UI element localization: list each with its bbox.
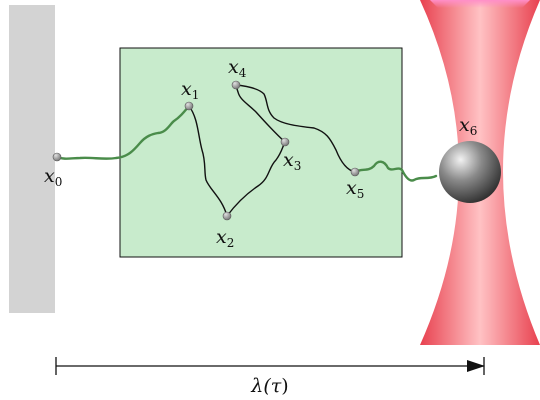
- label-x1: x1: [181, 78, 199, 102]
- point-x5-marker: [350, 167, 360, 177]
- green-path-right: [353, 160, 438, 182]
- black-path: [188, 84, 356, 218]
- point-x1-marker: [184, 101, 194, 111]
- wall: [9, 5, 55, 313]
- trapped-bead: [439, 141, 501, 203]
- point-x3-marker: [280, 137, 290, 147]
- label-x4: x4: [228, 56, 247, 80]
- interaction-region: [119, 47, 403, 258]
- arrow-label: λ(τ): [250, 375, 288, 397]
- laser-beam-top: [430, 0, 530, 8]
- point-x0-marker: [52, 152, 62, 162]
- point-x2-marker: [222, 211, 232, 221]
- label-x2: x2: [216, 226, 234, 250]
- label-x0: x0: [44, 165, 62, 189]
- green-path-left: [55, 104, 191, 160]
- point-x4-marker: [231, 80, 241, 90]
- label-x3: x3: [283, 149, 301, 173]
- label-x5: x5: [346, 177, 364, 201]
- label-x6: x6: [459, 114, 477, 138]
